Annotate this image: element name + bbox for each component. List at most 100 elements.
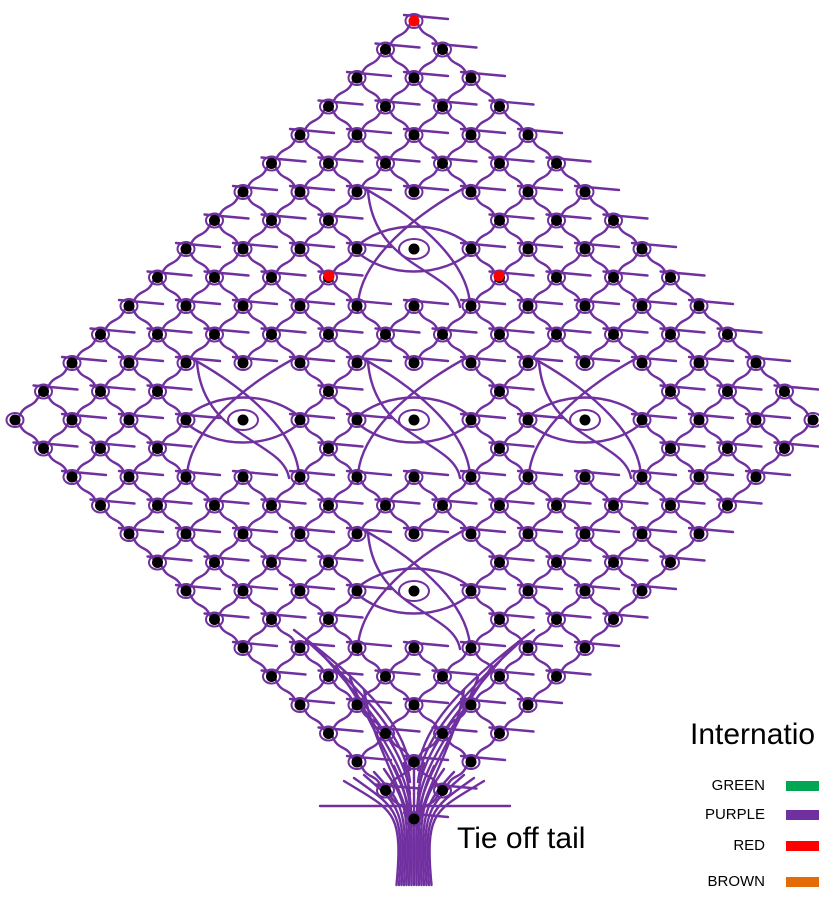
- thread-segment: [247, 623, 268, 646]
- pin-hole: [665, 386, 676, 397]
- legend-label-red: RED: [645, 837, 765, 854]
- pin-hole: [437, 500, 448, 511]
- thread-segment: [447, 651, 468, 674]
- thread-segment: [732, 423, 753, 446]
- pin-hole: [437, 671, 448, 682]
- thread-segment: [276, 651, 297, 674]
- thread-segment: [333, 537, 354, 560]
- pin-hole: [523, 586, 534, 597]
- pin-hole: [266, 614, 277, 625]
- thread-segment: [732, 366, 753, 389]
- thread-segment: [475, 566, 496, 589]
- pin-hole: [266, 272, 277, 283]
- thread-segment: [561, 651, 582, 674]
- pin-hole: [409, 187, 420, 198]
- pin-hole: [295, 130, 306, 141]
- pin-hole: [352, 529, 363, 540]
- thread-segment: [304, 167, 325, 190]
- pin-hole: [67, 358, 78, 369]
- pin-hole: [551, 557, 562, 568]
- pin-hole: [266, 329, 277, 340]
- thread-segment: [760, 395, 781, 418]
- pin-hole: [722, 443, 733, 454]
- pin-hole: [38, 386, 49, 397]
- pin-hole: [551, 614, 562, 625]
- pin-hole: [323, 728, 334, 739]
- thread-segment: [703, 395, 724, 418]
- pin-hole: [181, 472, 192, 483]
- thread-segment: [646, 338, 667, 361]
- pin-hole: [437, 158, 448, 169]
- thread-segment: [561, 195, 582, 218]
- pin-hole: [95, 500, 106, 511]
- thread-segment: [361, 53, 382, 76]
- pin-hole: [494, 215, 505, 226]
- pin-hole: [494, 500, 505, 511]
- pin-hole: [637, 358, 648, 369]
- pin-hole: [295, 700, 306, 711]
- thread-segment: [532, 566, 553, 589]
- pin-hole: [551, 215, 562, 226]
- pin-hole: [437, 785, 448, 796]
- pin-hole: [152, 386, 163, 397]
- pin-hole: [523, 301, 534, 312]
- pin-hole: [608, 614, 619, 625]
- pin-hole: [665, 557, 676, 568]
- pin-hole: [380, 728, 391, 739]
- pin-hole: [380, 329, 391, 340]
- thread-segment: [190, 224, 211, 247]
- pin-hole: [409, 700, 420, 711]
- thread-segment: [504, 195, 525, 218]
- thread-segment: [333, 195, 354, 218]
- pin-hole: [181, 301, 192, 312]
- thread-segment: [133, 281, 154, 304]
- pin-hole: [380, 671, 391, 682]
- pin-hole: [295, 643, 306, 654]
- thread-segment: [105, 480, 126, 503]
- pin-hole: [665, 272, 676, 283]
- pin-hole: [779, 386, 790, 397]
- pin-hole: [323, 614, 334, 625]
- pin-hole: [551, 329, 562, 340]
- thread-segment: [475, 395, 496, 418]
- pin-hole: [494, 158, 505, 169]
- thread-segment: [447, 81, 468, 104]
- start-pin: [324, 271, 335, 282]
- thread-segment: [789, 423, 810, 446]
- pin-hole: [694, 301, 705, 312]
- pin-hole: [352, 643, 363, 654]
- thread-segment: [361, 338, 382, 361]
- pin-hole: [466, 757, 477, 768]
- pin-hole: [380, 101, 391, 112]
- pin-hole: [494, 443, 505, 454]
- thread-segment: [475, 737, 496, 760]
- pin-hole: [523, 244, 534, 255]
- thread-segment: [418, 338, 439, 361]
- thread-segment: [532, 167, 553, 190]
- pin-hole: [181, 358, 192, 369]
- thread-segment: [561, 480, 582, 503]
- thread-segment: [504, 309, 525, 332]
- thread-segment: [333, 366, 354, 389]
- pin-hole: [694, 529, 705, 540]
- thread-segment: [646, 509, 667, 532]
- thread-segment: [418, 167, 439, 190]
- thread-segment: [190, 281, 211, 304]
- pin-hole: [238, 187, 249, 198]
- pin-hole: [580, 643, 591, 654]
- pin-hole: [323, 443, 334, 454]
- pin-hole: [466, 73, 477, 84]
- thread-segment: [304, 566, 325, 589]
- thread-segment: [304, 680, 325, 703]
- thread-segment: [304, 338, 325, 361]
- pin-hole: [637, 586, 648, 597]
- thread-segment: [162, 423, 183, 446]
- thread-segment: [162, 309, 183, 332]
- thread-segment: [703, 452, 724, 475]
- thread-segment: [532, 338, 553, 361]
- pin-hole: [323, 557, 334, 568]
- thread-segment: [219, 252, 240, 275]
- thread-segment: [48, 366, 69, 389]
- thread-segment: [475, 110, 496, 133]
- pin-hole: [608, 557, 619, 568]
